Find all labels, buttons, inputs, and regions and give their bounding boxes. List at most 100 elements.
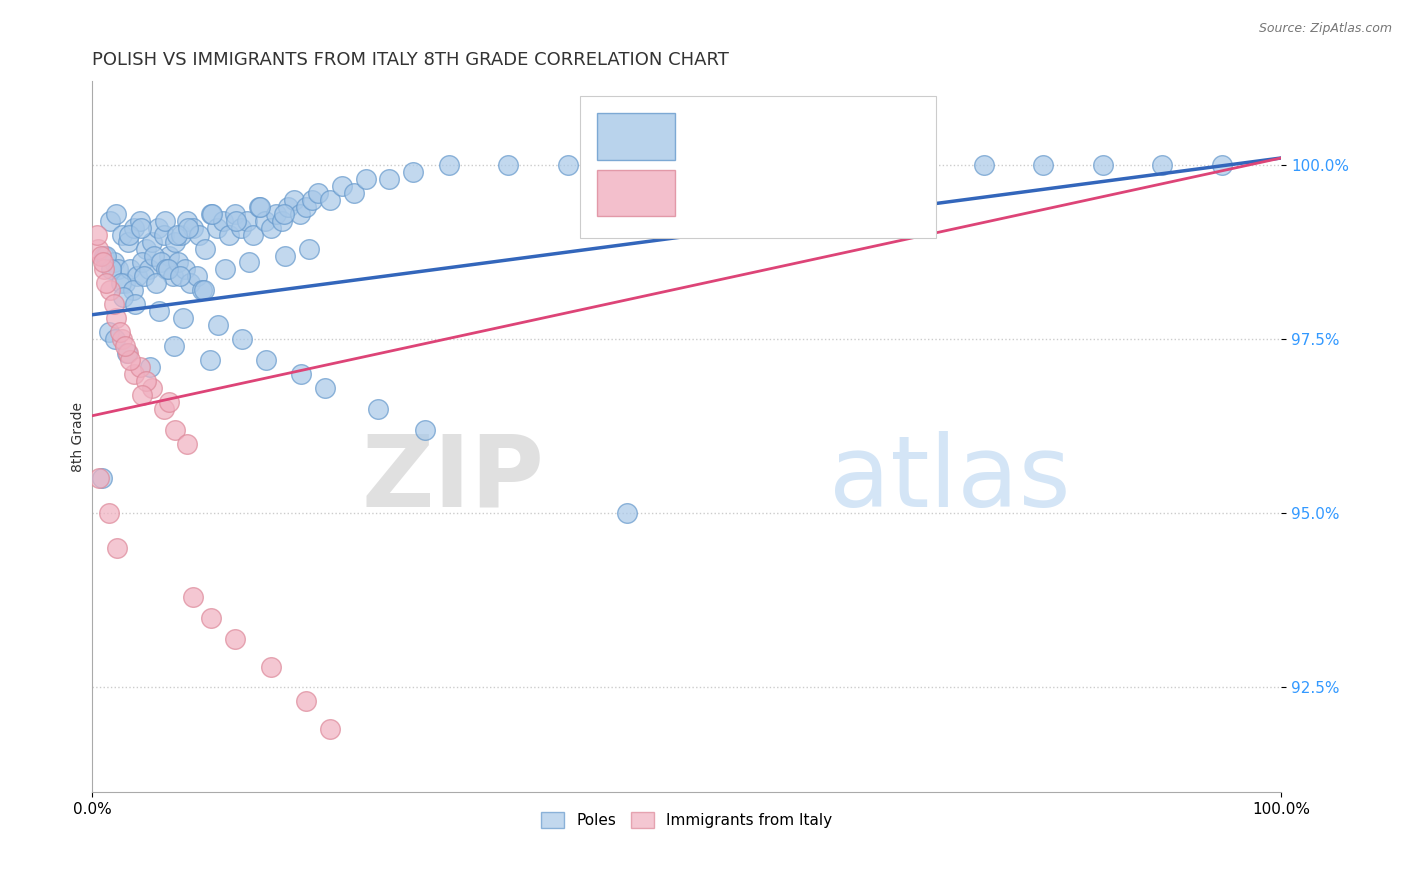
Point: [200, 207, 222, 221]
Point: [319, 723, 342, 737]
Point: [402, 165, 425, 179]
Point: [134, 269, 156, 284]
Point: [110, 277, 132, 291]
Point: [176, 213, 198, 227]
Point: [96, 277, 118, 291]
Point: [354, 172, 377, 186]
Point: [121, 284, 143, 298]
Point: [120, 353, 142, 368]
Point: [152, 227, 174, 242]
Point: [124, 297, 146, 311]
Point: [557, 158, 579, 172]
Point: [193, 284, 215, 298]
Point: [437, 158, 460, 172]
Point: [100, 262, 122, 277]
Point: [128, 213, 150, 227]
Point: [153, 213, 176, 227]
Point: [118, 227, 141, 242]
Point: [277, 200, 299, 214]
Point: [146, 220, 169, 235]
Point: [122, 367, 145, 381]
Point: [198, 353, 221, 368]
Point: [87, 242, 110, 256]
Point: [159, 248, 181, 262]
Point: [91, 255, 114, 269]
Point: [107, 262, 129, 277]
Point: [135, 374, 157, 388]
Point: [314, 381, 336, 395]
Text: atlas: atlas: [830, 431, 1071, 528]
Point: [1211, 158, 1233, 172]
Point: [238, 255, 260, 269]
Point: [224, 207, 246, 221]
Point: [90, 471, 112, 485]
Legend: Poles, Immigrants from Italy: Poles, Immigrants from Italy: [534, 805, 838, 834]
Point: [675, 158, 697, 172]
Point: [135, 242, 157, 256]
Point: [104, 332, 127, 346]
Point: [128, 359, 150, 374]
Point: [172, 311, 194, 326]
Point: [104, 207, 127, 221]
Point: [117, 346, 139, 360]
Point: [162, 269, 184, 284]
Point: [207, 318, 229, 333]
Text: N =  32: N = 32: [800, 185, 863, 202]
Point: [249, 200, 271, 214]
Point: [150, 255, 173, 269]
Point: [93, 262, 115, 277]
Point: [186, 269, 208, 284]
Point: [122, 220, 145, 235]
Point: [290, 367, 312, 381]
Point: [330, 178, 353, 193]
Point: [1091, 158, 1114, 172]
Point: [616, 506, 638, 520]
Point: [129, 220, 152, 235]
Point: [794, 158, 817, 172]
Point: [177, 220, 200, 235]
Point: [139, 359, 162, 374]
Point: [229, 220, 252, 235]
Point: [148, 304, 170, 318]
Point: [307, 186, 329, 200]
Point: [103, 255, 125, 269]
Point: [169, 269, 191, 284]
Point: [259, 220, 281, 235]
Point: [201, 207, 224, 221]
Point: [174, 262, 197, 277]
Point: [117, 235, 139, 249]
Point: [319, 193, 342, 207]
Point: [498, 158, 520, 172]
Point: [181, 590, 204, 604]
Point: [205, 220, 228, 235]
FancyBboxPatch shape: [579, 95, 936, 237]
Point: [212, 213, 235, 227]
Point: [143, 248, 166, 262]
Point: [188, 227, 211, 242]
Point: [157, 262, 180, 277]
Point: [190, 284, 212, 298]
Point: [165, 235, 187, 249]
Point: [912, 158, 935, 172]
Point: [194, 242, 217, 256]
Point: [235, 213, 257, 227]
Point: [98, 213, 121, 227]
Text: R = 0.624: R = 0.624: [681, 128, 763, 145]
Point: [853, 158, 876, 172]
Point: [225, 213, 247, 227]
Text: POLISH VS IMMIGRANTS FROM ITALY 8TH GRADE CORRELATION CHART: POLISH VS IMMIGRANTS FROM ITALY 8TH GRAD…: [93, 51, 730, 69]
Text: R = 0.354: R = 0.354: [681, 185, 763, 202]
Point: [735, 158, 758, 172]
Point: [295, 200, 318, 214]
Point: [273, 207, 295, 221]
Point: [301, 193, 323, 207]
Point: [290, 207, 312, 221]
Point: [152, 401, 174, 416]
Point: [127, 269, 149, 284]
Point: [115, 346, 138, 360]
Point: [108, 325, 131, 339]
Point: [176, 436, 198, 450]
Point: [259, 659, 281, 673]
Point: [120, 262, 142, 277]
Point: [295, 694, 318, 708]
